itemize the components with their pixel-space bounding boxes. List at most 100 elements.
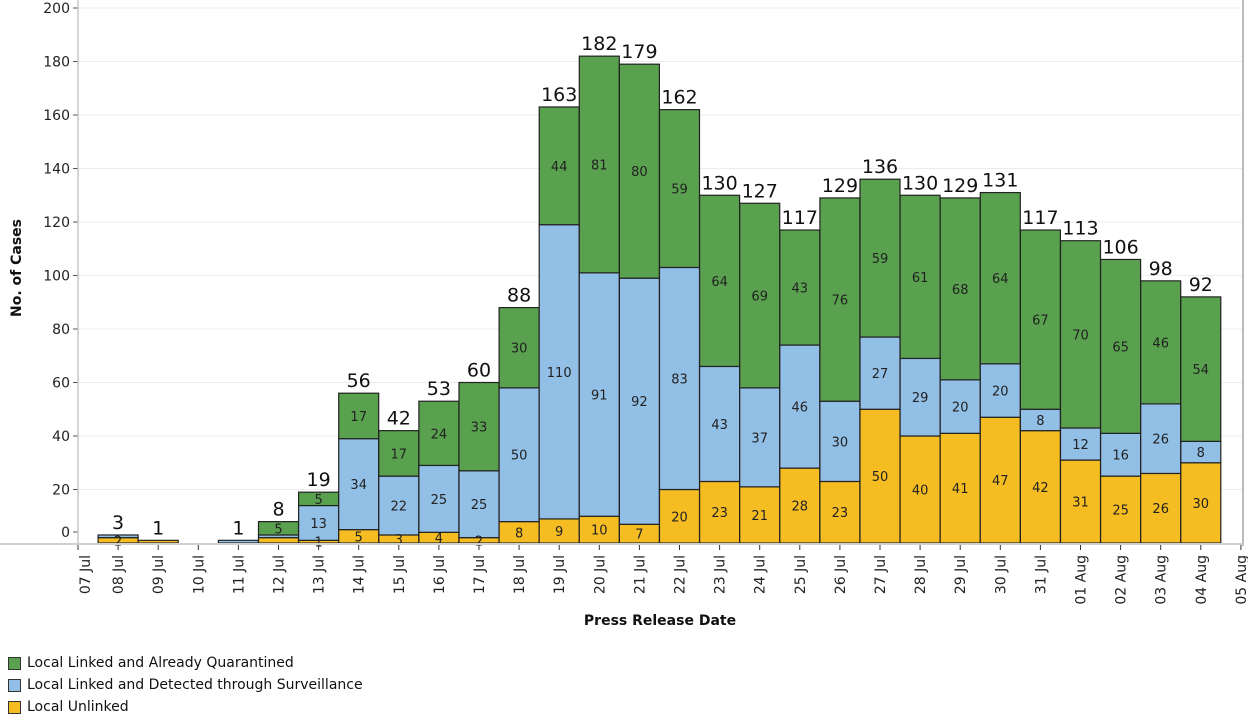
bar-segment[interactable] (217, 539, 259, 544)
legend-item-unlinked[interactable]: Local Unlinked (8, 696, 363, 718)
bar-segment[interactable] (819, 480, 861, 544)
x-tick-label: 25 Jul (793, 555, 809, 594)
legend-swatch-unlinked (8, 700, 21, 714)
x-tick-label: 05 Aug (1234, 555, 1248, 605)
total-value-label: 129 (822, 175, 858, 197)
total-value-label: 19 (307, 469, 331, 491)
total-value-label: 98 (1149, 258, 1173, 280)
bar-segment[interactable] (618, 277, 661, 525)
bar-segment[interactable] (939, 197, 981, 381)
bar-segment[interactable] (1180, 462, 1222, 544)
segment-value-label: 67 (1032, 314, 1049, 329)
total-value-label: 117 (1022, 207, 1058, 229)
legend-item-surveillance[interactable]: Local Linked and Detected through Survei… (8, 674, 363, 696)
bar-segment[interactable] (979, 191, 1021, 365)
segment-value-label: 22 (391, 500, 408, 515)
segment-value-label: 54 (1193, 363, 1210, 378)
segment-value-label: 59 (872, 252, 889, 267)
x-tick-label: 12 Jul (272, 555, 288, 594)
bar-segment[interactable] (97, 534, 139, 539)
bar-segment[interactable] (137, 539, 179, 544)
bar-segment[interactable] (578, 55, 620, 274)
total-value-label: 3 (112, 512, 124, 534)
x-tick-label: 20 Jul (592, 555, 608, 594)
bar-segment[interactable] (418, 464, 460, 533)
bar-segment[interactable] (859, 178, 901, 338)
segment-value-label: 5 (274, 522, 282, 537)
bar-segment[interactable] (257, 537, 300, 544)
x-tick-label: 17 Jul (472, 555, 488, 594)
segment-value-label: 8 (1197, 446, 1205, 461)
bar-segment[interactable] (979, 363, 1021, 418)
bar-segment[interactable] (378, 475, 420, 536)
segment-value-label: 21 (751, 509, 768, 524)
bar-segment[interactable] (819, 197, 861, 402)
legend-label: Local Unlinked (27, 699, 129, 715)
total-value-label: 117 (782, 207, 818, 229)
bar-segment[interactable] (819, 400, 861, 483)
bar-segment[interactable] (538, 224, 580, 520)
total-value-label: 92 (1189, 274, 1213, 296)
segment-value-label: 30 (511, 342, 528, 357)
segment-value-label: 20 (992, 385, 1009, 400)
bar-segment[interactable] (739, 387, 781, 488)
segment-value-label: 91 (591, 389, 608, 404)
x-tick-label: 14 Jul (352, 555, 368, 594)
x-tick-label: 30 Jul (993, 555, 1009, 594)
segment-value-label: 30 (1193, 497, 1210, 512)
segment-value-label: 24 (431, 427, 448, 442)
bar-segment[interactable] (578, 272, 620, 517)
legend-item-quarantined[interactable]: Local Linked and Already Quarantined (8, 652, 363, 674)
segment-value-label: 13 (310, 517, 327, 532)
y-tick-label: 200 (43, 1, 70, 17)
segment-value-label: 5 (314, 493, 322, 508)
bar-segment[interactable] (338, 392, 380, 440)
segment-value-label: 80 (631, 165, 648, 180)
segment-labels: 2511355341732217425242253385030911044109… (114, 158, 1209, 550)
bar-segment[interactable] (698, 365, 741, 483)
y-tick-label: 180 (43, 55, 70, 71)
bar-segment[interactable] (899, 194, 941, 360)
bar-segment[interactable] (698, 480, 741, 544)
segment-value-label: 31 (1072, 496, 1089, 511)
y-tick-label: 0 (61, 525, 70, 541)
bar-segment[interactable] (498, 387, 540, 523)
total-value-label: 1 (232, 517, 244, 539)
total-value-label: 182 (581, 33, 617, 55)
total-value-label: 163 (541, 84, 577, 106)
x-tick-label: 28 Jul (913, 555, 929, 594)
bar-segment[interactable] (618, 63, 661, 279)
segment-value-label: 12 (1072, 438, 1089, 453)
segment-value-label: 8 (1036, 414, 1044, 429)
bar-segment[interactable] (1180, 296, 1222, 442)
segment-value-label: 29 (912, 391, 929, 406)
x-tick-label: 19 Jul (552, 555, 568, 594)
total-value-label: 130 (701, 172, 737, 194)
legend: Local Linked and Already Quarantined Loc… (8, 652, 363, 718)
bar-segment[interactable] (378, 430, 420, 477)
bar-segment[interactable] (899, 435, 941, 544)
bar-segment[interactable] (1019, 430, 1062, 544)
x-tick-label: 13 Jul (312, 555, 328, 594)
segment-value-label: 5 (355, 530, 363, 545)
bar-segment[interactable] (1140, 280, 1182, 405)
segment-value-label: 28 (792, 500, 809, 515)
bar-segment[interactable] (698, 194, 741, 368)
segment-value-label: 92 (631, 395, 648, 410)
bar-segment[interactable] (739, 202, 781, 389)
bar-segment[interactable] (498, 307, 540, 389)
segment-value-label: 69 (751, 290, 768, 305)
total-value-label: 8 (272, 499, 284, 521)
segment-value-label: 17 (350, 410, 367, 425)
bar-segment[interactable] (779, 229, 821, 346)
bar-segment[interactable] (859, 336, 901, 410)
bar-segment[interactable] (658, 109, 701, 269)
bar-segment[interactable] (538, 518, 580, 544)
segment-value-label: 9 (555, 525, 563, 540)
bar-segment[interactable] (418, 400, 460, 467)
bar-segment[interactable] (939, 379, 981, 434)
bar-segment[interactable] (779, 344, 821, 469)
segment-value-label: 81 (591, 158, 608, 173)
x-tick-label: 27 Jul (873, 555, 889, 594)
